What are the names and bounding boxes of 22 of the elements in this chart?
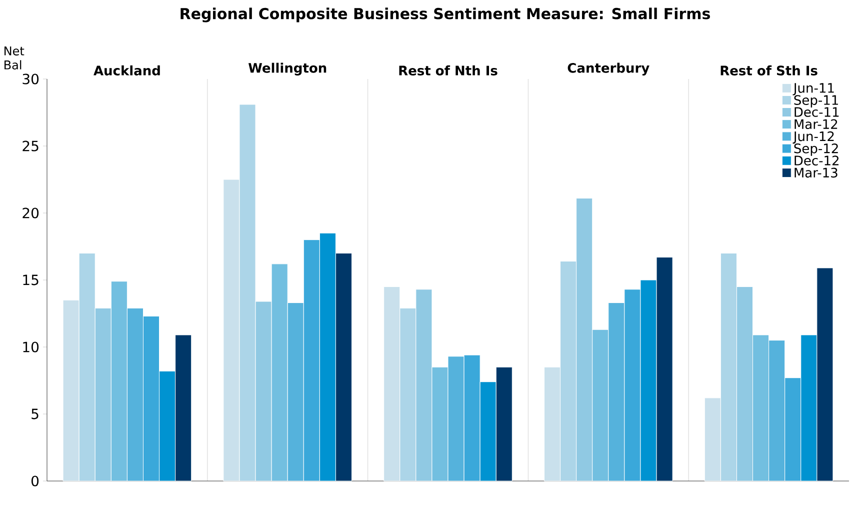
y-tick-label: 30 bbox=[22, 74, 39, 84]
x-tick-label: Canterbury bbox=[568, 62, 650, 76]
y-tick-label: 15 bbox=[23, 274, 38, 286]
legend-label: Sep-12 bbox=[794, 143, 838, 156]
y-tick-label: 25 bbox=[22, 140, 38, 152]
y-axis-title: Net Bal bbox=[4, 46, 24, 70]
x-tick-label: Auckland bbox=[94, 65, 160, 76]
x-tick-label: Rest of Nth Is bbox=[399, 65, 498, 76]
x-tick-label: Rest of Sth Is bbox=[720, 65, 818, 76]
legend-label: Mar-13 bbox=[794, 168, 838, 178]
chart-title: Regional Composite Business Sentiment Measure: Small Firms bbox=[180, 8, 710, 22]
x-tick-label: Wellington bbox=[248, 62, 326, 76]
y-tick-label: 5 bbox=[32, 408, 38, 420]
y-tick-label: 0 bbox=[31, 476, 39, 486]
legend-label: Jun-11 bbox=[792, 83, 834, 96]
legend-label: Mar-12 bbox=[794, 119, 838, 130]
legend-label: Dec-12 bbox=[794, 156, 839, 166]
legend-label: Dec-11 bbox=[794, 107, 839, 117]
legend-label: Jun-12 bbox=[792, 131, 834, 144]
y-tick-label: 10 bbox=[23, 342, 39, 352]
y-tick-label: 20 bbox=[22, 208, 39, 218]
legend-label: Sep-11 bbox=[794, 95, 838, 108]
